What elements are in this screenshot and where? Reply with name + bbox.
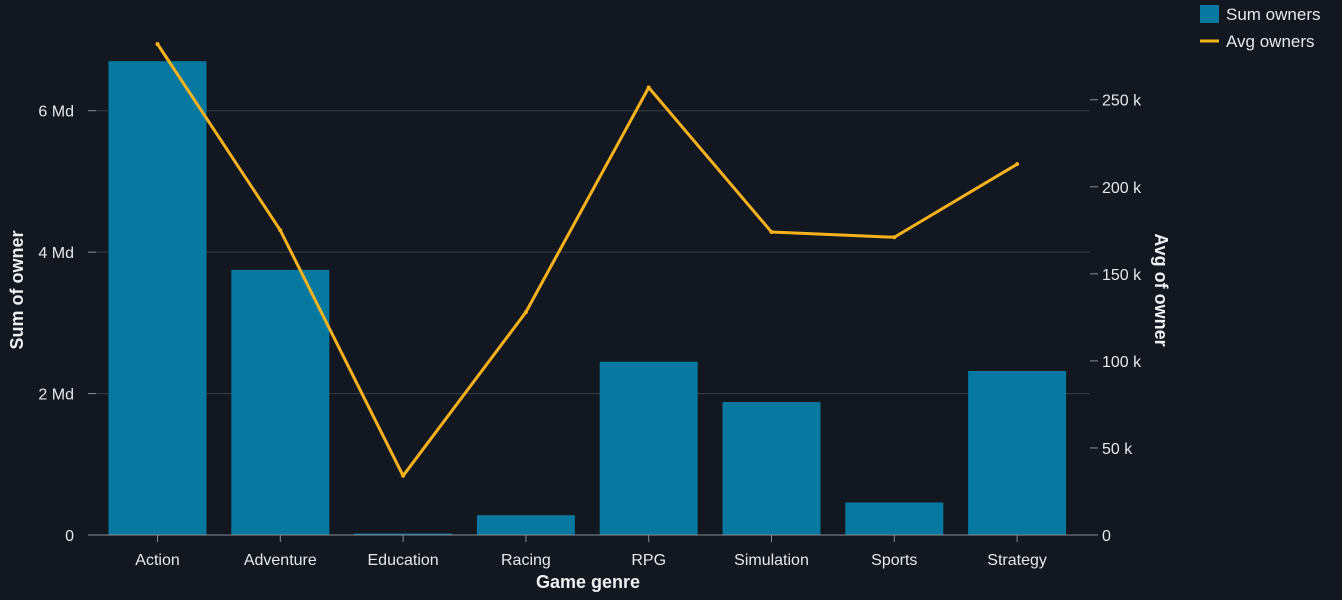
legend-label-avg-owners: Avg owners [1226,32,1315,51]
bar-strategy[interactable] [968,370,1067,535]
bar-series [108,61,1067,535]
category-axis-ticks: Action Adventure Education Racing RPG Simulat… [135,535,1047,569]
line-point-action[interactable] [155,42,160,46]
bar-sports[interactable] [845,502,944,535]
line-avg-owners[interactable] [156,43,1018,478]
x-tick-label: Action [135,552,179,569]
x-tick-label: Simulation [734,552,809,569]
bar-rpg[interactable] [599,361,698,535]
y2-tick-label: 250 k [1102,93,1142,110]
y2-tick-label: 100 k [1102,354,1142,371]
line-point-rpg[interactable] [646,85,651,90]
bar-racing[interactable] [476,515,575,535]
y2-tick-label: 50 k [1102,441,1133,458]
legend-item-sum-owners[interactable]: Sum owners [1200,5,1320,24]
x-tick-label: Sports [871,552,917,569]
y-axis-title: Sum of owner [7,230,27,349]
line-point-education[interactable] [401,473,406,478]
right-axis-ticks: 0 50 k 100 k 150 k 200 k 250 k [1090,93,1142,545]
line-series [155,42,1020,478]
y2-tick-label: 150 k [1102,267,1142,284]
line-point-simulation[interactable] [769,230,774,235]
legend-item-avg-owners[interactable]: Avg owners [1200,32,1315,51]
y-tick-label: 2 Md [38,387,74,404]
bar-simulation[interactable] [722,402,821,535]
line-point-adventure[interactable] [278,228,283,233]
x-tick-label: Adventure [244,552,317,569]
x-axis-title: Game genre [536,572,640,592]
legend-swatch-bar [1200,5,1219,23]
y-tick-label: 6 Md [38,104,74,121]
x-tick-label: Racing [501,552,551,569]
line-point-sports[interactable] [892,235,897,240]
y2-tick-label: 200 k [1102,180,1142,197]
legend[interactable]: Sum owners Avg owners [1200,5,1320,51]
line-point-racing[interactable] [523,310,528,315]
bar-adventure[interactable] [231,269,330,535]
bar-education[interactable] [354,533,453,535]
x-tick-label: Education [368,552,439,569]
legend-label-sum-owners: Sum owners [1226,5,1320,24]
y-tick-label: 0 [65,528,74,545]
y2-tick-label: 0 [1102,528,1111,545]
line-point-strategy[interactable] [1015,162,1020,167]
x-tick-label: Strategy [987,552,1047,569]
left-axis-ticks: 0 2 Md 4 Md 6 Md [38,104,96,545]
x-tick-label: RPG [631,552,666,569]
bar-action[interactable] [108,61,207,535]
y2-axis-title: Avg of owner [1151,233,1171,346]
y-tick-label: 4 Md [38,245,74,262]
